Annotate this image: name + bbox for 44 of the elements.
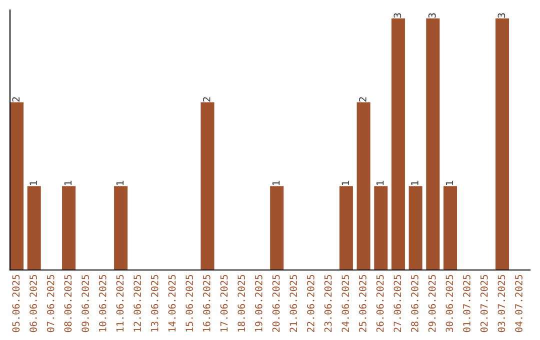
data-label: 1 (376, 180, 384, 185)
data-label: 2 (12, 97, 20, 102)
x-tick-label: 24.06.2025 (342, 274, 350, 332)
x-tick-label: 07.06.2025 (46, 274, 54, 332)
x-tick-label: 26.06.2025 (376, 274, 384, 332)
x-tick-label: 01.07.2025 (463, 274, 470, 332)
data-label: 2 (359, 97, 366, 102)
x-tick-label: 19.06.2025 (255, 274, 262, 332)
x-tick-label: 05.06.2025 (12, 274, 20, 332)
data-label: 1 (272, 180, 280, 185)
data-label: 1 (30, 180, 37, 185)
x-tick-label: 21.06.2025 (290, 274, 298, 332)
x-tick-label: 09.06.2025 (82, 274, 89, 332)
x-tick-label: 29.06.2025 (428, 274, 436, 332)
data-label: 3 (394, 13, 402, 18)
data-label: 1 (411, 180, 418, 185)
x-tick-label: 12.06.2025 (134, 274, 141, 332)
x-tick-label: 27.06.2025 (394, 274, 402, 332)
x-tick-label: 15.06.2025 (186, 274, 193, 332)
x-tick-label: 14.06.2025 (168, 274, 176, 332)
x-tick-label: 25.06.2025 (359, 274, 366, 332)
data-label: 1 (342, 180, 349, 185)
x-tick-label: 02.07.2025 (480, 274, 488, 332)
x-tick-label: 13.06.2025 (150, 274, 158, 332)
data-label: 3 (428, 13, 436, 18)
x-tick-label: 08.06.2025 (64, 274, 72, 332)
x-tick-label: 30.06.2025 (446, 274, 454, 332)
data-label: 1 (116, 180, 124, 185)
data-label: 2 (202, 97, 210, 102)
x-tick-label: 23.06.2025 (324, 274, 332, 332)
x-tick-label: 16.06.2025 (202, 274, 210, 332)
x-tick-label: 28.06.2025 (411, 274, 418, 332)
x-tick-label: 18.06.2025 (238, 274, 246, 332)
x-tick-label: 04.07.2025 (515, 274, 522, 332)
data-label: 1 (446, 180, 453, 185)
x-tick-label: 20.06.2025 (272, 274, 280, 332)
data-label: 3 (498, 13, 506, 18)
x-tick-label: 11.06.2025 (116, 274, 124, 332)
data-label: 1 (64, 180, 72, 185)
x-tick-label: 10.06.2025 (98, 274, 106, 332)
x-tick-label: 17.06.2025 (220, 274, 228, 332)
x-tick-label: 06.06.2025 (30, 274, 37, 332)
x-tick-label: 22.06.2025 (307, 274, 314, 332)
x-tick-label: 03.07.2025 (498, 274, 506, 332)
